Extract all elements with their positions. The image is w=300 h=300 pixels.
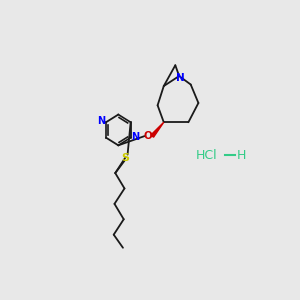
Text: N: N <box>176 73 185 82</box>
Text: HCl: HCl <box>196 149 218 162</box>
Text: S: S <box>121 153 129 163</box>
Polygon shape <box>151 122 164 137</box>
Text: N: N <box>97 116 105 127</box>
Text: N: N <box>131 132 140 142</box>
Text: O: O <box>144 131 153 141</box>
Text: H: H <box>237 149 246 162</box>
